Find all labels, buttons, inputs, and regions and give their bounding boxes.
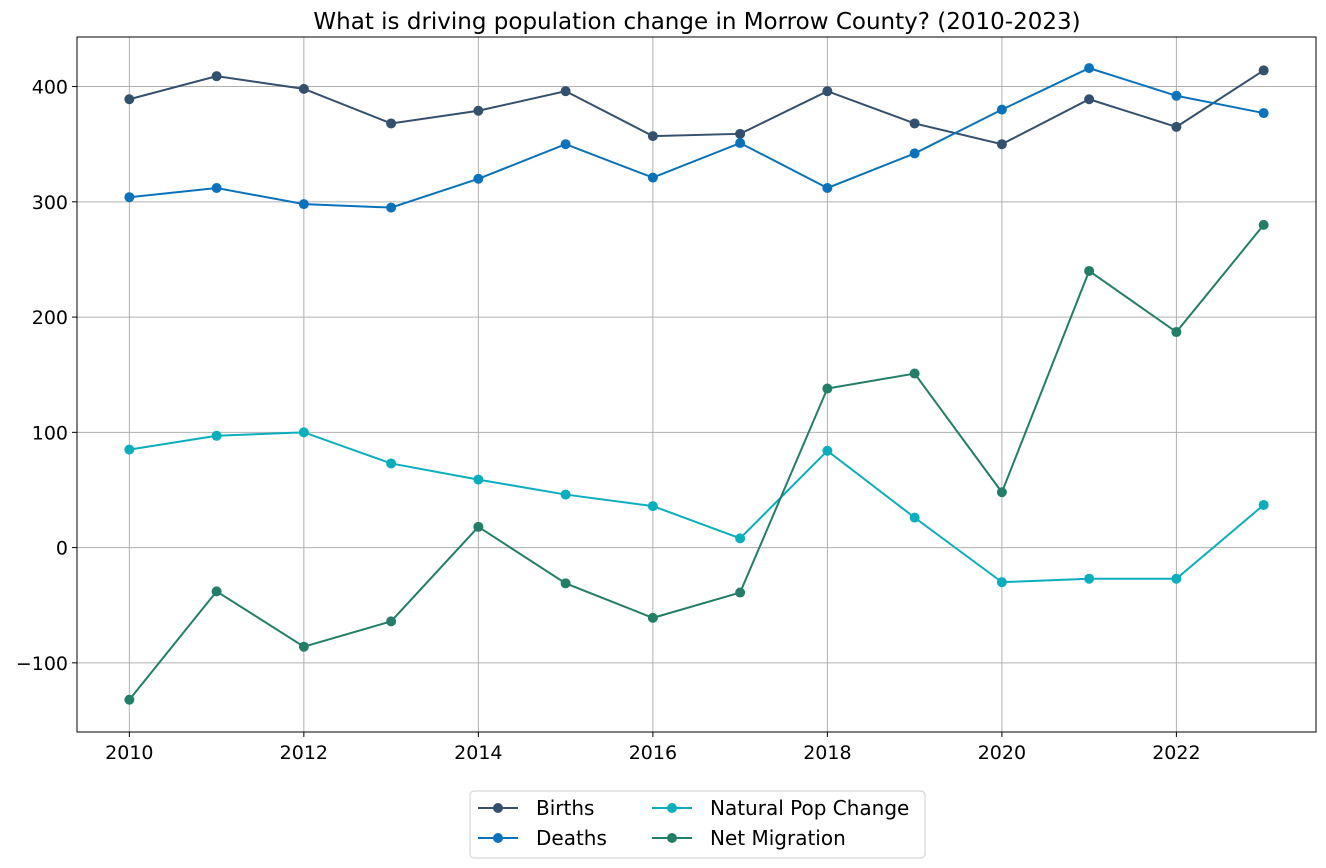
legend-label: Net Migration: [710, 826, 846, 850]
data-point-natural-pop-change: [735, 533, 746, 544]
data-point-natural-pop-change: [473, 474, 484, 485]
data-point-natural-pop-change: [996, 577, 1007, 588]
y-tick-label: 400: [32, 77, 68, 99]
x-tick-label: 2014: [454, 742, 502, 764]
data-point-births: [473, 105, 484, 116]
legend-item-natural-pop-change: Natural Pop Change: [652, 796, 909, 820]
legend-marker: [493, 803, 503, 813]
series-layer: [124, 63, 1269, 705]
data-point-natural-pop-change: [211, 430, 222, 441]
legend-label: Natural Pop Change: [710, 796, 909, 820]
x-axis-ticks: 2010 2012 2014 2016 2018 2020 2022: [105, 732, 1201, 764]
data-point-natural-pop-change: [560, 489, 571, 500]
data-point-deaths: [211, 182, 222, 193]
data-point-net-migration: [298, 641, 309, 652]
legend-item-deaths: Deaths: [478, 826, 607, 850]
data-point-births: [996, 139, 1007, 150]
data-point-deaths: [822, 182, 833, 193]
y-tick-label: 300: [32, 192, 68, 214]
data-point-deaths: [298, 199, 309, 210]
data-point-net-migration: [386, 616, 397, 627]
data-point-natural-pop-change: [298, 427, 309, 438]
chart-title: What is driving population change in Mor…: [313, 9, 1080, 35]
data-point-natural-pop-change: [909, 512, 920, 523]
legend-marker: [667, 833, 677, 843]
data-point-births: [822, 86, 833, 97]
data-point-net-migration: [124, 694, 135, 705]
data-point-deaths: [996, 104, 1007, 115]
data-point-deaths: [473, 173, 484, 184]
legend-item-births: Births: [478, 796, 594, 820]
series-births: [124, 65, 1269, 150]
x-tick-label: 2018: [803, 742, 851, 764]
y-tick-label: 0: [56, 538, 68, 560]
data-point-net-migration: [211, 586, 222, 597]
data-point-net-migration: [473, 521, 484, 532]
series-deaths: [124, 63, 1269, 213]
legend-marker: [493, 833, 503, 843]
series-line-births: [129, 69, 1265, 146]
y-axis-ticks: −100 0 100 200 300 400: [16, 77, 77, 675]
data-point-net-migration: [1171, 327, 1182, 338]
data-point-natural-pop-change: [1171, 573, 1182, 584]
legend-frame: [469, 790, 926, 859]
data-point-births: [560, 86, 571, 97]
data-point-births: [647, 131, 658, 142]
data-point-net-migration: [647, 612, 658, 623]
data-point-deaths: [909, 148, 920, 159]
y-tick-label: −100: [16, 653, 68, 675]
data-point-natural-pop-change: [124, 444, 135, 455]
data-point-deaths: [560, 139, 571, 150]
legend-label: Deaths: [536, 826, 607, 850]
data-point-net-migration: [909, 368, 920, 379]
data-point-deaths: [735, 138, 746, 149]
legend-label: Births: [536, 796, 594, 820]
data-point-births: [298, 83, 309, 94]
data-point-natural-pop-change: [1084, 573, 1095, 584]
series-line-net-migration: [128, 224, 1265, 701]
series-natural-pop-change: [124, 427, 1269, 588]
data-point-deaths: [1171, 90, 1182, 101]
plot-area-frame: [76, 36, 1317, 733]
data-point-deaths: [1084, 63, 1095, 74]
gridlines: [77, 37, 1316, 732]
data-point-deaths: [386, 202, 397, 213]
data-point-net-migration: [735, 587, 746, 598]
data-point-deaths: [647, 172, 658, 183]
data-point-net-migration: [1084, 265, 1095, 276]
y-tick-label: 100: [32, 422, 68, 444]
data-point-births: [386, 118, 397, 129]
data-point-births: [124, 94, 135, 105]
series-line-deaths: [129, 67, 1264, 209]
data-point-births: [1171, 121, 1182, 132]
legend-marker: [667, 803, 677, 813]
data-point-natural-pop-change: [1258, 499, 1269, 510]
series-line-natural-pop-change: [129, 431, 1265, 584]
data-point-births: [211, 71, 222, 82]
legend: Births Deaths Natural Pop Change Net Migrat…: [469, 790, 926, 859]
series-net-migration: [124, 219, 1269, 705]
data-point-net-migration: [1258, 219, 1269, 230]
data-point-births: [735, 128, 746, 139]
data-point-births: [1258, 65, 1269, 76]
data-point-natural-pop-change: [647, 501, 658, 512]
data-point-natural-pop-change: [822, 445, 833, 456]
legend-item-net-migration: Net Migration: [652, 826, 846, 850]
data-point-natural-pop-change: [386, 458, 397, 469]
data-point-net-migration: [996, 487, 1007, 498]
y-tick-label: 200: [32, 307, 68, 329]
data-point-deaths: [124, 192, 135, 203]
x-tick-label: 2022: [1152, 742, 1200, 764]
data-point-net-migration: [560, 578, 571, 589]
data-point-births: [909, 118, 920, 129]
x-tick-label: 2020: [978, 742, 1026, 764]
data-point-births: [1084, 94, 1095, 105]
data-point-deaths: [1258, 108, 1269, 119]
x-tick-label: 2012: [280, 742, 328, 764]
x-tick-label: 2010: [105, 742, 153, 764]
data-point-net-migration: [822, 383, 833, 394]
x-tick-label: 2016: [629, 742, 677, 764]
